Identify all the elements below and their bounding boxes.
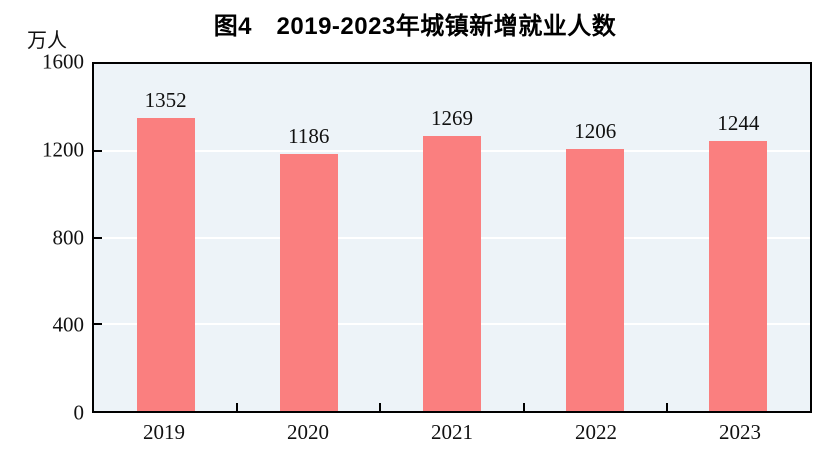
y-tick-mark bbox=[94, 149, 102, 152]
bar-2022 bbox=[566, 149, 625, 411]
bar-value-label: 1269 bbox=[430, 105, 473, 130]
bar-2023 bbox=[709, 141, 768, 411]
x-tick-mark bbox=[665, 403, 668, 411]
bar-slot-2020: 1186 bbox=[237, 64, 380, 411]
y-tick-label: 400 bbox=[52, 312, 85, 337]
bar-slot-2021: 1269 bbox=[380, 64, 523, 411]
bar-slot-2023: 1244 bbox=[667, 64, 810, 411]
bar-2021 bbox=[422, 135, 481, 411]
bar-value-label: 1352 bbox=[144, 87, 187, 112]
x-tick-mark bbox=[379, 403, 382, 411]
y-tick-mark bbox=[94, 323, 102, 326]
bar-2019 bbox=[136, 117, 195, 411]
chart-title: 图4 2019-2023年城镇新增就业人数 bbox=[213, 13, 617, 40]
bar-value-label: 1206 bbox=[574, 119, 617, 144]
x-axis-label: 2020 bbox=[287, 420, 329, 444]
y-tick-label: 1200 bbox=[42, 137, 84, 162]
y-tick-label: 0 bbox=[73, 400, 85, 425]
x-tick-mark bbox=[236, 403, 239, 411]
y-axis-tick-labels: 0 400 800 1200 1600 bbox=[0, 51, 85, 423]
plot-area: 1352 1186 1269 1206 1244 bbox=[92, 62, 812, 413]
x-axis-label: 2019 bbox=[143, 420, 185, 444]
x-axis-label: 2023 bbox=[719, 420, 761, 444]
bar-value-label: 1186 bbox=[288, 123, 330, 148]
y-tick-mark bbox=[94, 236, 102, 239]
x-axis-labels: 2019 2020 2021 2022 2023 bbox=[92, 420, 812, 450]
x-axis-label: 2021 bbox=[431, 420, 473, 444]
bar-2020 bbox=[279, 153, 338, 411]
bar-value-label: 1244 bbox=[717, 111, 760, 136]
x-axis-label: 2022 bbox=[575, 420, 617, 444]
x-tick-mark bbox=[522, 403, 525, 411]
y-tick-label: 1600 bbox=[42, 49, 84, 74]
y-tick-label: 800 bbox=[52, 225, 85, 249]
bar-slot-2022: 1206 bbox=[524, 64, 667, 411]
bar-slot-2019: 1352 bbox=[94, 64, 237, 411]
y-axis-unit-label: 万人 bbox=[27, 30, 67, 52]
